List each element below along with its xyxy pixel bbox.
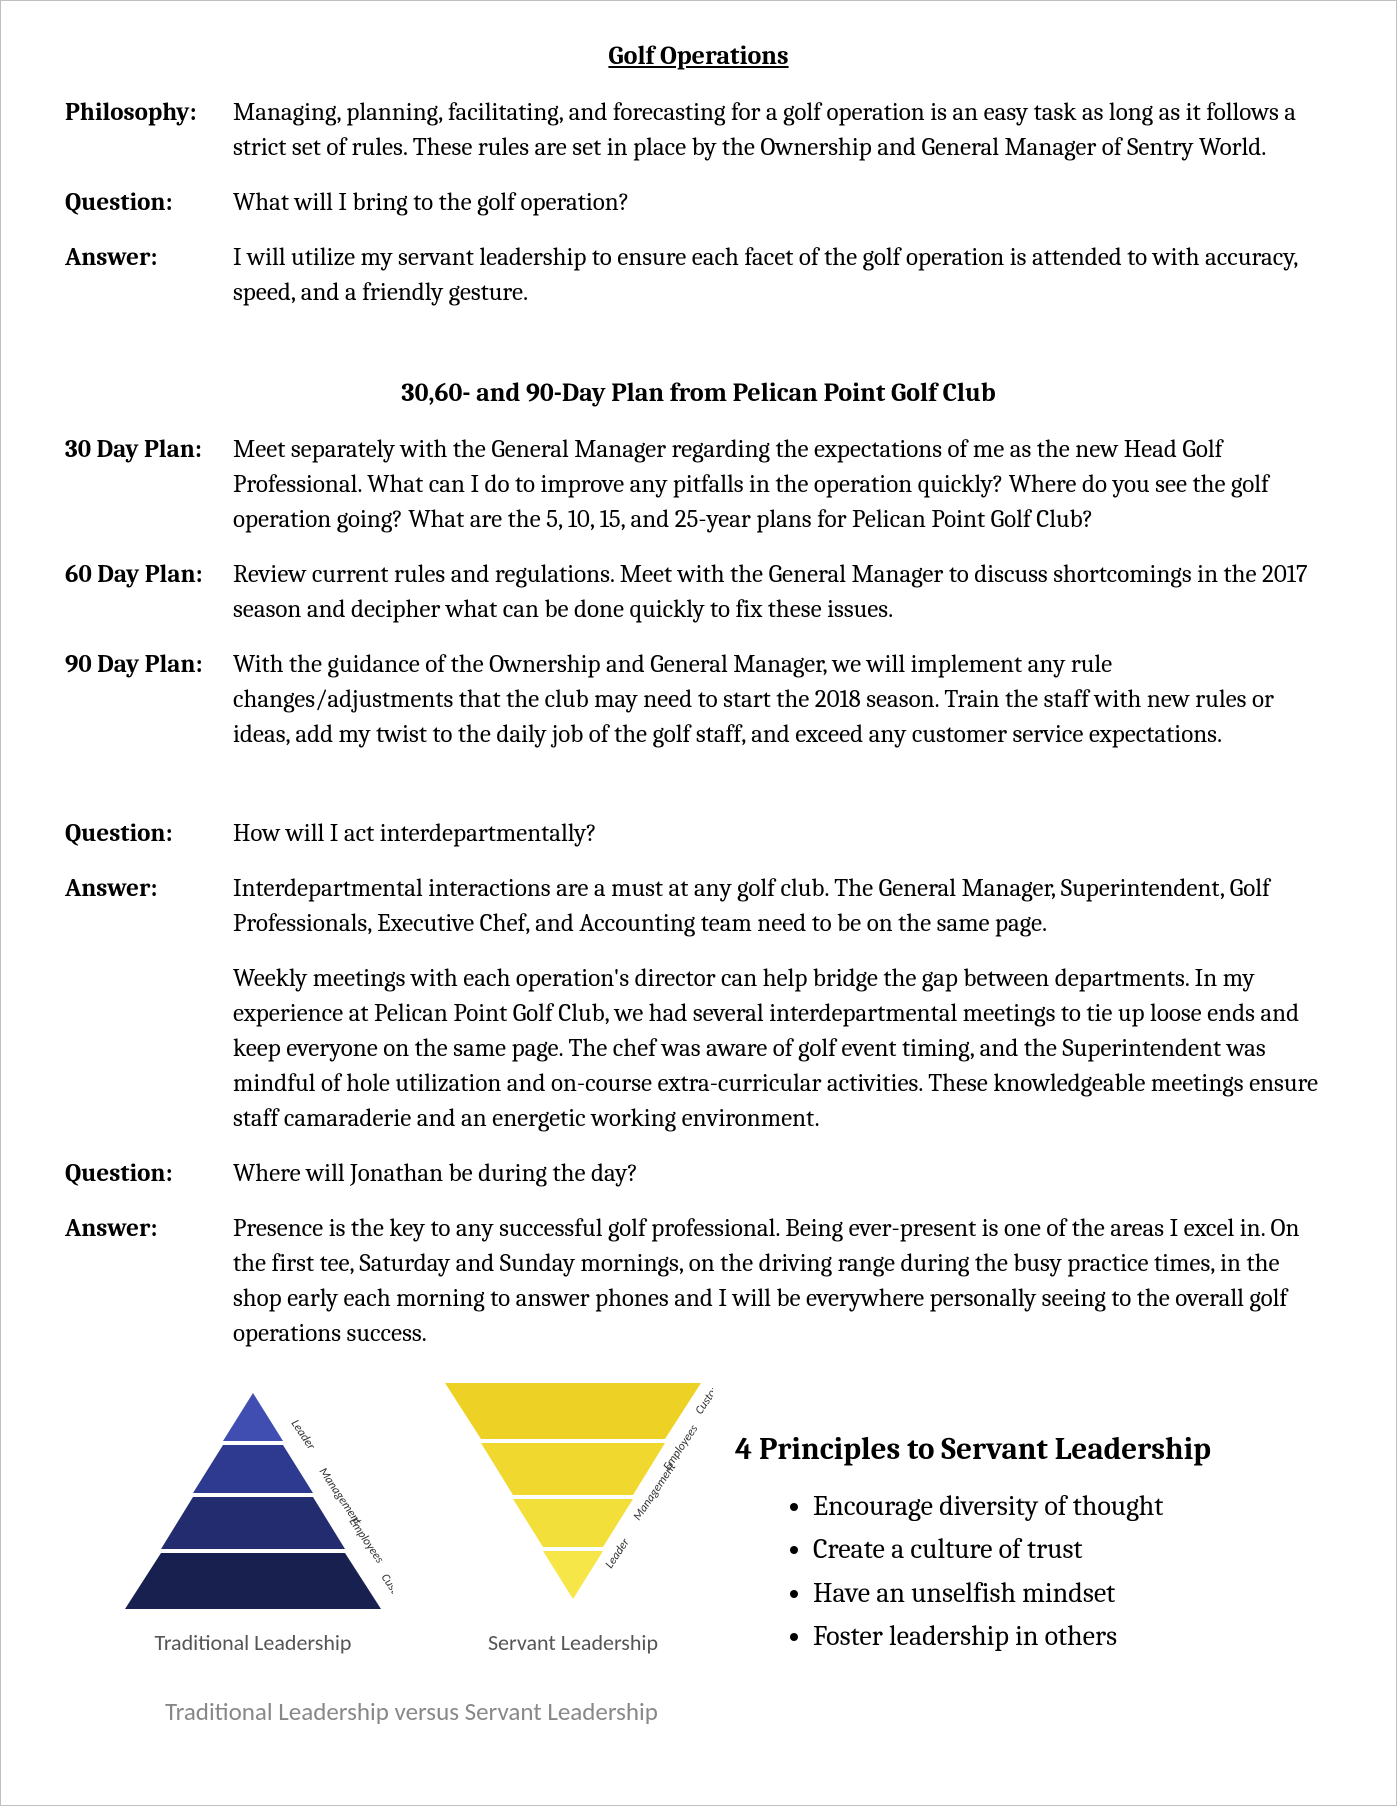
principles-list: Encourage diversity of thoughtCreate a c… (735, 1485, 1332, 1659)
plan-section: 30 Day Plan:Meet separately with the Gen… (65, 432, 1332, 752)
intro-section: Philosophy:Managing, planning, facilitat… (65, 95, 1332, 310)
servant-caption: Servant Leadership (433, 1629, 713, 1656)
plan-subheading: 30,60- and 90-Day Plan from Pelican Poin… (65, 378, 1332, 408)
band-0 (543, 1551, 603, 1599)
traditional-pyramid-svg: Leader Management Employees Customers (113, 1381, 393, 1611)
row-label: 30 Day Plan: (65, 432, 233, 537)
graphics-row: Leader Management Employees Customers Tr… (65, 1381, 1332, 1727)
band-label-0: Leader (288, 1417, 319, 1453)
pyramid-pair: Leader Management Employees Customers Tr… (105, 1381, 705, 1656)
row-label: Philosophy: (65, 95, 233, 165)
row: 60 Day Plan:Review current rules and reg… (65, 557, 1332, 627)
row: Question:Where will Jonathan be during t… (65, 1156, 1332, 1191)
band-label-2: Employees (346, 1515, 387, 1566)
page-title: Golf Operations (65, 41, 1332, 71)
row: Question:What will I bring to the golf o… (65, 185, 1332, 220)
row: Answer:I will utilize my servant leaders… (65, 240, 1332, 310)
band-3 (445, 1383, 701, 1439)
qa-section: Question:How will I act interdepartmenta… (65, 816, 1332, 1351)
row-label: 60 Day Plan: (65, 557, 233, 627)
row: Weekly meetings with each operation's di… (65, 961, 1332, 1136)
principles-item: Encourage diversity of thought (813, 1485, 1332, 1528)
spacer (65, 772, 1332, 816)
row: Philosophy:Managing, planning, facilitat… (65, 95, 1332, 165)
row-text: Where will Jonathan be during the day? (233, 1156, 1332, 1191)
row-label: Answer: (65, 240, 233, 310)
servant-pyramid-svg: Leader Management Employees Customers (433, 1381, 713, 1611)
servant-pyramid: Leader Management Employees Customers Se… (433, 1381, 713, 1656)
traditional-pyramid: Leader Management Employees Customers Tr… (113, 1381, 393, 1656)
band-2 (481, 1443, 665, 1495)
band-label-0: Leader (603, 1535, 634, 1571)
principles-heading: 4 Principles to Servant Leadership (735, 1431, 1332, 1467)
row-label: Answer: (65, 871, 233, 941)
row: Question:How will I act interdepartmenta… (65, 816, 1332, 851)
principles-item: Have an unselfish mindset (813, 1572, 1332, 1615)
row-label: Question: (65, 185, 233, 220)
band-0 (223, 1393, 283, 1441)
principles-item: Foster leadership in others (813, 1615, 1332, 1658)
row-text: Managing, planning, facilitating, and fo… (233, 95, 1332, 165)
leadership-graphics: Leader Management Employees Customers Tr… (65, 1381, 705, 1727)
row-text: Weekly meetings with each operation's di… (233, 961, 1332, 1136)
row-text: With the guidance of the Ownership and G… (233, 647, 1332, 752)
document-page: Golf Operations Philosophy:Managing, pla… (0, 0, 1397, 1806)
row-label: Question: (65, 1156, 233, 1191)
band-2 (161, 1497, 345, 1549)
row-label: Question: (65, 816, 233, 851)
row: Answer:Interdepartmental interactions ar… (65, 871, 1332, 941)
band-3 (125, 1553, 381, 1609)
row-text: I will utilize my servant leadership to … (233, 240, 1332, 310)
row-text: Review current rules and regulations. Me… (233, 557, 1332, 627)
row-text: Presence is the key to any successful go… (233, 1211, 1332, 1351)
row: Answer:Presence is the key to any succes… (65, 1211, 1332, 1351)
band-1 (513, 1499, 633, 1547)
traditional-caption: Traditional Leadership (113, 1629, 393, 1656)
band-1 (193, 1445, 313, 1493)
row-text: How will I act interdepartmentally? (233, 816, 1332, 851)
row-text: What will I bring to the golf operation? (233, 185, 1332, 220)
principles-item: Create a culture of trust (813, 1528, 1332, 1571)
row-text: Interdepartmental interactions are a mus… (233, 871, 1332, 941)
band-label-3: Customers (378, 1571, 393, 1611)
row: 30 Day Plan:Meet separately with the Gen… (65, 432, 1332, 537)
row-label (65, 961, 233, 1136)
row-label: 90 Day Plan: (65, 647, 233, 752)
row-text: Meet separately with the General Manager… (233, 432, 1332, 537)
row-label: Answer: (65, 1211, 233, 1351)
principles-block: 4 Principles to Servant Leadership Encou… (705, 1381, 1332, 1727)
row: 90 Day Plan:With the guidance of the Own… (65, 647, 1332, 752)
graphics-caption: Traditional Leadership versus Servant Le… (105, 1696, 705, 1727)
